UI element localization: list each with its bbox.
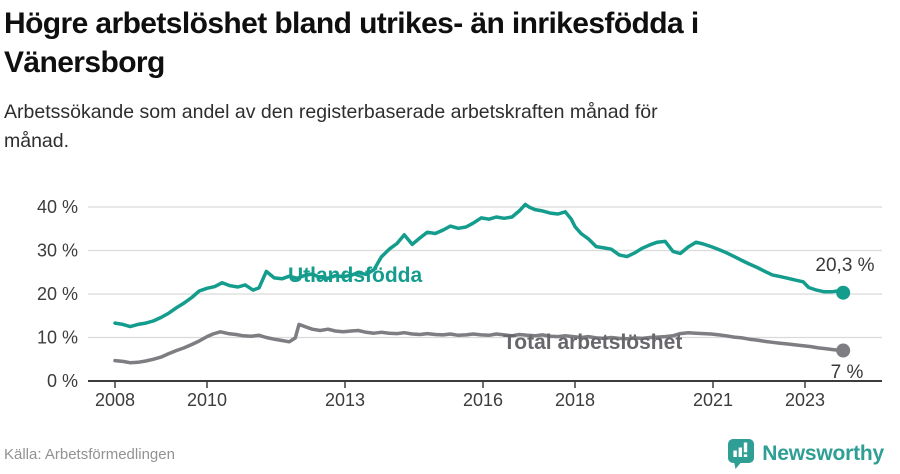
page-title: Högre arbetslöshet bland utrikes- än inr… [4, 4, 880, 82]
x-tick-label: 2018 [555, 390, 595, 410]
utlandsfodda-line [113, 202, 845, 329]
chart-header: Högre arbetslöshet bland utrikes- än inr… [4, 4, 880, 156]
title-line-2: Vänersborg [4, 46, 165, 79]
y-tick-label: 30 % [37, 241, 78, 261]
x-tick-label: 2021 [693, 390, 733, 410]
newsworthy-wordmark: Newsworthy [762, 442, 884, 465]
newsworthy-logo-icon [727, 438, 755, 470]
total-arbetsloshet-series-label: Total arbetslöshet [503, 331, 682, 354]
utlandsfodda-series-label: Utlandsfödda [288, 264, 422, 287]
unemployment-line-chart: 0 % 10 % 20 % 30 % 40 % 2008 2010 2013 2016 2018 2… [37, 197, 882, 410]
utlandsfodda-end-value-label: 20,3 % [815, 255, 874, 276]
total-arbetsloshet-line [113, 322, 845, 365]
x-tick-label: 2010 [187, 390, 227, 410]
newsworthy-brand: Newsworthy [727, 438, 884, 470]
y-tick-label: 40 % [37, 197, 78, 217]
subtitle-line-2: månad. [4, 130, 70, 152]
source-note: Källa: Arbetsförmedlingen [4, 446, 175, 463]
x-tick-label: 2008 [95, 390, 135, 410]
y-tick-label: 0 % [47, 371, 78, 391]
y-tick-label: 20 % [37, 284, 78, 304]
x-tick-label: 2023 [785, 390, 825, 410]
total-arbetsloshet-end-value-label: 7 % [831, 362, 864, 383]
chart-subtitle: Arbetssökande som andel av den registerb… [4, 98, 880, 156]
utlandsfodda-endpoint-dot [836, 285, 851, 300]
x-tick-label: 2013 [325, 390, 365, 410]
title-line-1: Högre arbetslöshet bland utrikes- än inr… [4, 7, 699, 40]
subtitle-line-1: Arbetssökande som andel av den registerb… [4, 101, 658, 123]
y-tick-label: 10 % [37, 328, 78, 348]
total-arbetsloshet-endpoint-dot [836, 343, 851, 358]
x-tick-label: 2016 [463, 390, 503, 410]
